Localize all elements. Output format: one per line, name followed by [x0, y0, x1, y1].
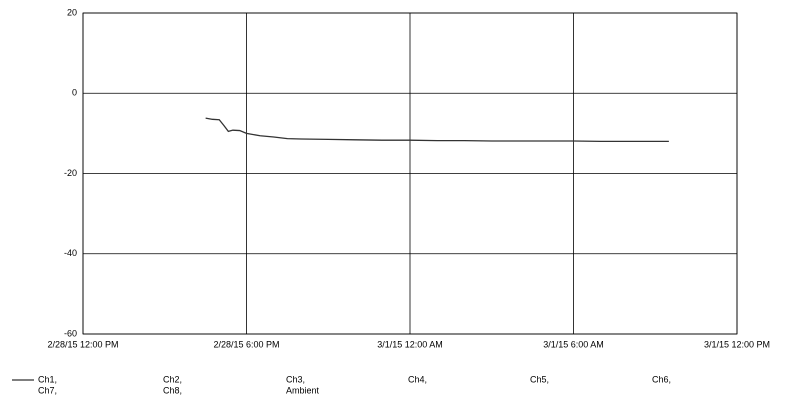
y-tick-label: -60 — [64, 328, 77, 338]
y-tick-label: -20 — [64, 168, 77, 178]
y-tick-label: -40 — [64, 248, 77, 258]
legend-label: Ch6, — [652, 374, 671, 384]
legend-label: Ch2, — [163, 374, 182, 384]
legend-label: Ch5, — [530, 374, 549, 384]
legend-label: Ch1, — [38, 374, 57, 384]
x-tick-label: 3/1/15 12:00 PM — [704, 339, 770, 349]
x-tick-label: 2/28/15 12:00 PM — [47, 339, 118, 349]
legend-label: Ch4, — [408, 374, 427, 384]
y-tick-label: 20 — [67, 7, 77, 17]
legend-label: Ch3, — [286, 374, 305, 384]
y-tick-label: 0 — [72, 88, 77, 98]
x-tick-label: 3/1/15 12:00 AM — [377, 339, 443, 349]
legend-label: Ch7, — [38, 385, 57, 395]
x-tick-label: 3/1/15 6:00 AM — [543, 339, 604, 349]
legend-label: Ambient — [286, 385, 320, 395]
x-tick-label: 2/28/15 6:00 PM — [213, 339, 279, 349]
legend-label: Ch8, — [163, 385, 182, 395]
data-line — [205, 117, 669, 143]
